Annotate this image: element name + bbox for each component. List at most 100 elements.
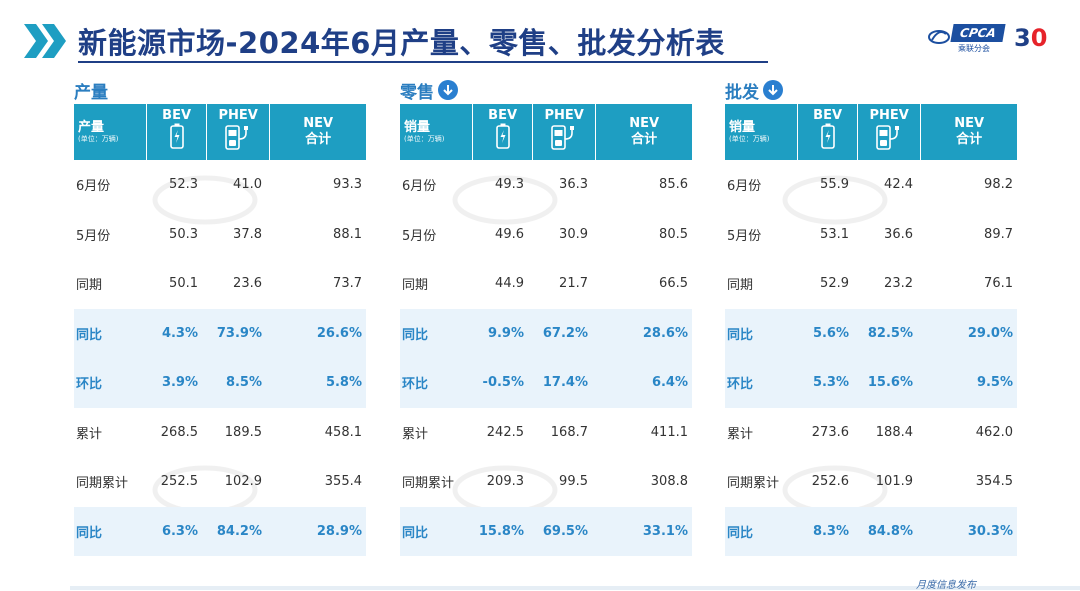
bev-value: 5.6%	[812, 325, 849, 341]
table-row: 同期 52.9 23.2 76.1	[725, 259, 1017, 309]
row-label: 同期	[76, 278, 103, 294]
logo-brand: CPCA	[950, 24, 1006, 42]
row-label: 环比	[727, 377, 754, 393]
row-label: 同比	[76, 525, 103, 541]
nev-value: 458.1	[324, 424, 362, 440]
header-bev: BEV	[473, 104, 533, 160]
bev-value: 50.3	[169, 226, 198, 242]
logo-anniversary: 30	[1014, 24, 1047, 52]
table-row: 环比 -0.5% 17.4% 6.4%	[400, 358, 692, 408]
section-title-text: 批发	[725, 82, 759, 103]
row-label: 6月份	[76, 179, 111, 195]
nev-label: NEV	[954, 116, 985, 131]
bev-value: 55.9	[820, 177, 849, 193]
header-phev: PHEV	[858, 104, 922, 160]
phev-value: 30.9	[559, 226, 588, 242]
header-nev: NEV 合计	[596, 104, 692, 160]
row-label: 同期	[402, 278, 429, 294]
phev-value: 73.9%	[216, 325, 262, 341]
nev-value: 85.6	[659, 177, 688, 193]
phev-value: 23.2	[884, 276, 913, 292]
nev-value: 354.5	[975, 474, 1013, 490]
bev-value: 252.5	[160, 474, 198, 490]
nev-value: 76.1	[984, 276, 1013, 292]
nev-value: 66.5	[659, 276, 688, 292]
charger-plug-icon	[225, 125, 249, 150]
table-row: 6月份 55.9 42.4 98.2	[725, 160, 1017, 210]
battery-icon	[169, 123, 184, 149]
row-label: 累计	[402, 426, 429, 442]
table-row: 同比 6.3% 84.2% 28.9%	[74, 506, 366, 556]
phev-value: 67.2%	[542, 325, 588, 341]
section-0: 产量 产量 (单位：万辆) BEV PHEV NEV 合计 6月份 52.3 41.0 93.3 5月…	[74, 76, 366, 556]
row-label: 同比	[727, 525, 754, 541]
bev-value: 53.1	[820, 226, 849, 242]
bev-value: 268.5	[160, 424, 198, 440]
bev-value: 209.3	[486, 474, 524, 490]
unit-label: (单位：万辆)	[729, 135, 770, 143]
table-row: 同比 4.3% 73.9% 26.6%	[74, 308, 366, 358]
header-label: 销量	[729, 120, 756, 135]
nev-value: 308.8	[650, 474, 688, 490]
title-underline	[78, 61, 768, 63]
row-label: 同比	[727, 327, 754, 343]
row-label: 同比	[402, 525, 429, 541]
header-nev: NEV 合计	[921, 104, 1017, 160]
phev-value: 84.2%	[216, 523, 262, 539]
phev-value: 84.8%	[867, 523, 913, 539]
cpca-mark-icon	[928, 30, 950, 44]
phev-value: 82.5%	[867, 325, 913, 341]
nev-value: 28.6%	[642, 325, 688, 341]
bev-value: 15.8%	[478, 523, 524, 539]
phev-value: 17.4%	[542, 375, 588, 391]
nev-value: 26.6%	[316, 325, 362, 341]
row-label: 累计	[727, 426, 754, 442]
nev-value: 73.7	[333, 276, 362, 292]
bev-value: 49.3	[495, 177, 524, 193]
data-table: 销量 (单位：万辆) BEV PHEV NEV 合计 6月份 49.3 36.3 85.6 5月份 4…	[400, 104, 692, 556]
bev-label: BEV	[488, 108, 518, 123]
nev-value: 89.7	[984, 226, 1013, 242]
row-label: 6月份	[402, 179, 437, 195]
nev-label: NEV	[303, 116, 334, 131]
bev-value: 3.9%	[161, 375, 198, 391]
bev-value: -0.5%	[482, 375, 524, 391]
table-row: 6月份 52.3 41.0 93.3	[74, 160, 366, 210]
unit-label: (单位：万辆)	[78, 135, 119, 143]
table-row: 5月份 50.3 37.8 88.1	[74, 210, 366, 260]
phev-value: 21.7	[559, 276, 588, 292]
table-row: 累计 273.6 188.4 462.0	[725, 408, 1017, 458]
row-label: 同比	[402, 327, 429, 343]
charger-plug-icon	[551, 125, 575, 150]
table-row: 同比 5.6% 82.5% 29.0%	[725, 308, 1017, 358]
anniversary-zero: 0	[1030, 24, 1048, 52]
header-phev: PHEV	[533, 104, 597, 160]
phev-value: 36.3	[559, 177, 588, 193]
nev-value: 93.3	[333, 177, 362, 193]
section-title: 产量	[74, 76, 366, 104]
nev-value: 30.3%	[967, 523, 1013, 539]
header-label-cell: 销量 (单位：万辆)	[725, 104, 799, 160]
row-label: 5月份	[76, 228, 111, 244]
table-row: 同期累计 209.3 99.5 308.8	[400, 457, 692, 507]
bev-value: 6.3%	[161, 523, 198, 539]
phev-value: 99.5	[559, 474, 588, 490]
nev-value: 462.0	[975, 424, 1013, 440]
footer-text: 月度信息发布	[916, 580, 976, 591]
row-label: 5月份	[402, 228, 437, 244]
bev-value: 273.6	[811, 424, 849, 440]
bev-value: 50.1	[169, 276, 198, 292]
table-row: 环比 3.9% 8.5% 5.8%	[74, 358, 366, 408]
bev-value: 4.3%	[161, 325, 198, 341]
header-bev: BEV	[147, 104, 207, 160]
page-title: 新能源市场-2024年6月产量、零售、批发分析表	[78, 26, 725, 60]
bev-value: 252.6	[811, 474, 849, 490]
table-row: 累计 242.5 168.7 411.1	[400, 408, 692, 458]
phev-label: PHEV	[218, 108, 258, 123]
header-phev: PHEV	[207, 104, 271, 160]
row-label: 同期累计	[727, 476, 780, 492]
phev-value: 168.7	[550, 424, 588, 440]
nev-value: 88.1	[333, 226, 362, 242]
row-label: 同期	[727, 278, 754, 294]
bev-value: 8.3%	[812, 523, 849, 539]
